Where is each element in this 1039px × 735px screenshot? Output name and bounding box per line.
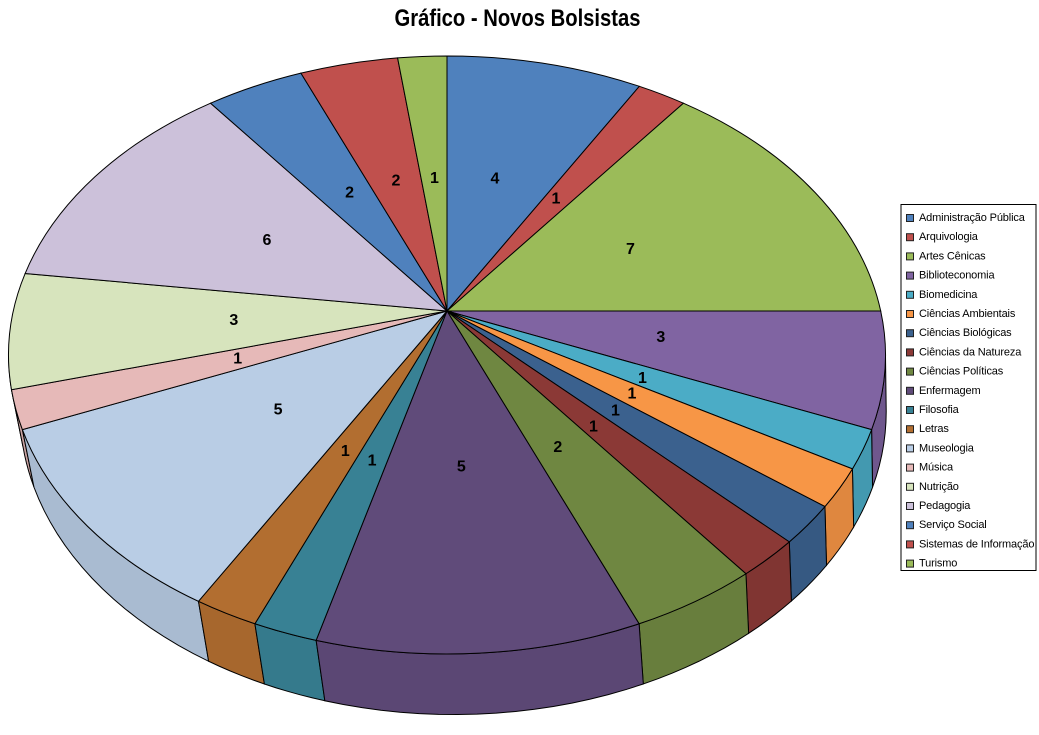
svg-text:Ciências da Natureza: Ciências da Natureza — [919, 346, 1022, 358]
svg-text:Ciências Políticas: Ciências Políticas — [919, 366, 1004, 378]
svg-text:1: 1 — [551, 190, 560, 207]
svg-text:1: 1 — [627, 385, 636, 402]
svg-text:6: 6 — [262, 232, 271, 249]
svg-text:Artes Cênicas: Artes Cênicas — [919, 250, 986, 262]
svg-text:1: 1 — [638, 370, 647, 387]
svg-text:2: 2 — [392, 173, 401, 190]
svg-text:Gráfico - Novos Bolsistas: Gráfico - Novos Bolsistas — [395, 5, 641, 32]
svg-text:5: 5 — [457, 458, 466, 475]
svg-text:1: 1 — [589, 418, 598, 435]
svg-text:Sistemas de Informação: Sistemas de Informação — [919, 538, 1034, 550]
svg-text:1: 1 — [611, 403, 620, 420]
svg-text:2: 2 — [553, 439, 562, 456]
svg-text:7: 7 — [626, 241, 635, 258]
svg-text:Ciências Ambientais: Ciências Ambientais — [919, 308, 1016, 320]
svg-text:Música: Música — [919, 462, 954, 474]
svg-text:3: 3 — [656, 329, 665, 346]
svg-text:Museologia: Museologia — [919, 442, 975, 454]
svg-text:Serviço Social: Serviço Social — [919, 519, 987, 531]
svg-text:Filosofia: Filosofia — [919, 404, 960, 416]
svg-text:Enfermagem: Enfermagem — [919, 385, 980, 397]
svg-text:1: 1 — [341, 443, 350, 460]
svg-text:Ciências Biológicas: Ciências Biológicas — [919, 327, 1012, 339]
svg-text:Pedagogia: Pedagogia — [919, 500, 971, 512]
svg-text:1: 1 — [430, 170, 439, 187]
svg-text:Arquivologia: Arquivologia — [919, 231, 979, 243]
svg-text:3: 3 — [229, 312, 238, 329]
svg-text:Nutrição: Nutrição — [919, 481, 959, 493]
svg-text:Letras: Letras — [919, 423, 949, 435]
svg-text:4: 4 — [490, 171, 499, 188]
svg-text:1: 1 — [233, 351, 242, 368]
svg-text:Turismo: Turismo — [919, 558, 957, 570]
svg-text:Administração Pública: Administração Pública — [919, 212, 1026, 224]
svg-text:2: 2 — [345, 184, 354, 201]
svg-text:Biomedicina: Biomedicina — [919, 289, 978, 301]
svg-text:1: 1 — [368, 452, 377, 469]
svg-text:5: 5 — [274, 401, 283, 418]
svg-text:Biblioteconomia: Biblioteconomia — [919, 270, 995, 282]
